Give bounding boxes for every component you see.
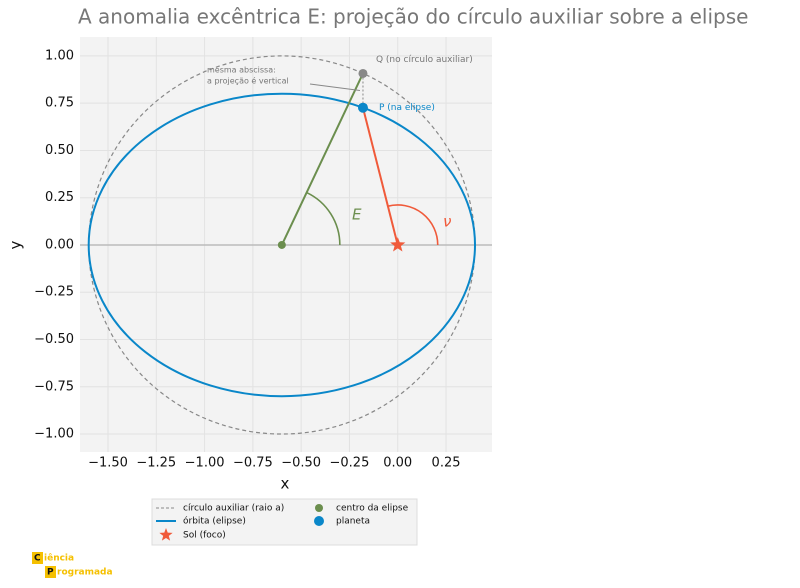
angle-E-arc xyxy=(306,191,341,245)
x-tick-label: 0.25 xyxy=(432,456,461,471)
note-arrow xyxy=(309,83,361,91)
y-tick-label: −0.75 xyxy=(34,379,74,394)
center-marker xyxy=(277,240,286,249)
orbit-ellipse xyxy=(87,92,477,398)
note-label: mesma abscissa: xyxy=(207,66,276,75)
y-tick-label: 0.00 xyxy=(45,237,74,252)
legend-label: círculo auxiliar (raio a) xyxy=(183,504,284,514)
x-tick-label: −1.00 xyxy=(185,456,225,471)
x-tick-label: 0.00 xyxy=(383,456,412,471)
logo-text: rogramada xyxy=(57,568,113,578)
legend-label: órbita (elipse) xyxy=(183,516,246,527)
logo-box xyxy=(32,552,43,564)
y-tick-label: 0.50 xyxy=(45,143,74,158)
legend-label: Sol (foco) xyxy=(183,531,226,541)
logo-box xyxy=(45,566,56,578)
note-label: a projeção é vertical xyxy=(207,76,289,86)
y-tick-label: 0.25 xyxy=(45,190,74,205)
logo-letter: C xyxy=(34,554,41,564)
logo-text: iência xyxy=(44,553,74,564)
angle-nu-arc xyxy=(387,204,439,245)
sun-marker xyxy=(390,236,406,252)
chart-title: A anomalia excêntrica E: projeção do cír… xyxy=(78,5,748,29)
x-tick-label: −0.25 xyxy=(330,456,370,471)
y-tick-label: −1.00 xyxy=(34,427,74,442)
x-tick-label: −0.75 xyxy=(233,456,273,471)
radius-E xyxy=(280,73,364,246)
legend-handle xyxy=(159,528,173,541)
p-label: P (na elipse) xyxy=(379,103,435,113)
legend-handle xyxy=(315,504,323,512)
legend-label: planeta xyxy=(336,517,370,527)
angle-E-label: E xyxy=(352,206,362,224)
y-axis-label: y xyxy=(7,240,25,249)
y-tick-label: −0.25 xyxy=(34,285,74,300)
radius-nu xyxy=(362,107,399,246)
x-tick-label: −1.50 xyxy=(88,456,128,471)
y-tick-label: 0.75 xyxy=(45,96,74,111)
q-marker xyxy=(358,68,368,78)
legend xyxy=(151,498,418,546)
legend-label: centro da elipse xyxy=(336,504,409,514)
y-tick-label: −0.50 xyxy=(34,332,74,347)
logo: C iência P rogramada xyxy=(32,552,113,578)
planet-marker xyxy=(357,102,368,113)
x-axis-label: x xyxy=(281,475,290,493)
x-tick-label: −0.50 xyxy=(281,456,321,471)
y-tick-label: 1.00 xyxy=(45,48,74,63)
x-tick-label: −1.25 xyxy=(136,456,176,471)
logo-letter: P xyxy=(47,568,54,578)
angle-nu-label: ν xyxy=(443,213,451,231)
legend-handle xyxy=(314,516,324,526)
q-label: Q (no círculo auxiliar) xyxy=(376,55,473,65)
